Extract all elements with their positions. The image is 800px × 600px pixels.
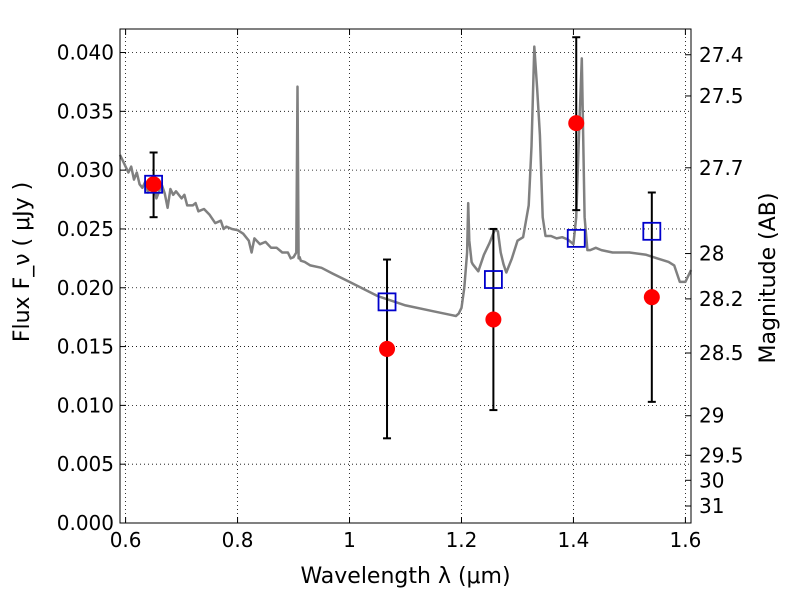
mag-tick-label: 28 [699, 242, 724, 266]
x-axis-label: Wavelength λ (μm) [300, 564, 510, 589]
x-tick-label: 1.4 [558, 528, 590, 552]
mag-tick-label: 27.4 [699, 43, 744, 67]
grid [120, 29, 691, 524]
mag-tick-label: 27.7 [699, 156, 744, 180]
ticks-layer [120, 29, 691, 524]
y-tick-label: 0.015 [57, 335, 114, 359]
y-tick-label: 0.040 [57, 41, 114, 65]
model-flux-square [642, 221, 662, 241]
observed-flux-point [485, 311, 502, 328]
x-tick-label: 1.6 [669, 528, 701, 552]
model-spectrum-layer [118, 45, 693, 318]
mag-tick-label: 28.5 [699, 341, 744, 365]
x-tick-label: 1 [343, 528, 356, 552]
y-axis-label: Flux F_ν ( μJy ) [10, 182, 35, 342]
mag-tick-label: 30 [699, 468, 724, 492]
observed-flux-point [145, 176, 162, 193]
mag-tick-label: 31 [699, 494, 724, 518]
y-tick-label: 0.020 [57, 276, 114, 300]
points-layer [144, 115, 662, 357]
plot-frame [119, 28, 692, 524]
model-flux-square [144, 174, 163, 194]
model-flux-square [377, 292, 397, 312]
y-tick-label: 0.005 [57, 452, 114, 476]
labels-layer: 0.6 0.8 1 1.2 1.4 1.6 0.000 0.005 0.010 0.015 0.02… [10, 41, 781, 589]
mag-tick-label: 28.2 [699, 287, 744, 311]
observed-flux-point [568, 115, 585, 132]
y-tick-label: 0.000 [57, 511, 114, 535]
observed-flux-point [643, 289, 660, 306]
right-axis-label: Magnitude (AB) [756, 193, 781, 364]
y-tick-label: 0.010 [57, 393, 114, 417]
model-spectrum-line [118, 45, 693, 318]
mag-tick-label: 27.5 [699, 84, 744, 108]
x-tick-label: 1.2 [446, 528, 478, 552]
x-tick-label: 0.8 [222, 528, 254, 552]
mag-tick-label: 29.5 [699, 443, 744, 467]
y-tick-label: 0.035 [57, 99, 114, 123]
x-tick-label: 0.6 [110, 528, 142, 552]
y-tick-label: 0.025 [57, 217, 114, 241]
mag-tick-label: 29 [699, 404, 724, 428]
y-tick-label: 0.030 [57, 158, 114, 182]
observed-flux-point [379, 340, 396, 357]
model-flux-square [483, 270, 503, 289]
model-flux-square [566, 228, 586, 248]
